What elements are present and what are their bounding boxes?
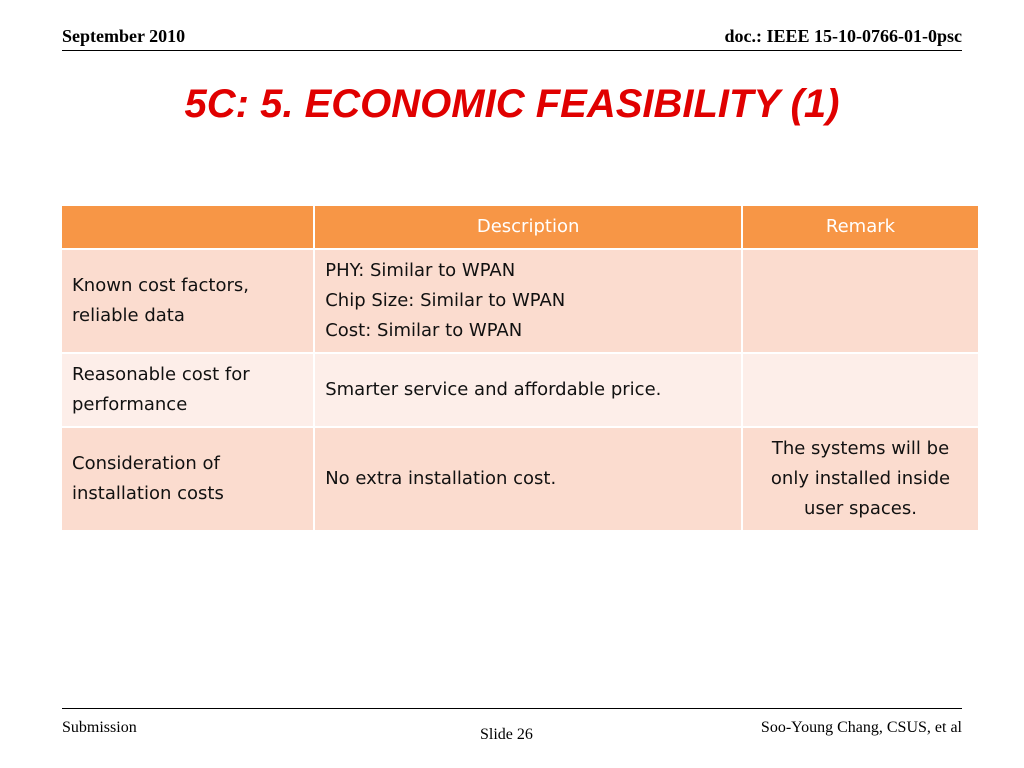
table-header-row: Description Remark <box>59 204 980 250</box>
description-line: Cost: Similar to WPAN <box>325 320 523 341</box>
criterion-line: reliable data <box>72 305 185 326</box>
criterion-line: Consideration of <box>72 453 220 474</box>
footer-authors: Soo-Young Chang, CSUS, et al <box>760 719 962 736</box>
remark-line: The systems will be <box>771 438 950 459</box>
footer-divider <box>62 708 962 709</box>
column-header-description: Description <box>313 204 743 250</box>
description-line: Smarter service and affordable price. <box>325 379 662 400</box>
table-row: Known cost factors, reliable data PHY: S… <box>59 248 980 354</box>
description-cell: No extra installation cost. <box>313 426 743 532</box>
column-header-criterion <box>59 204 316 250</box>
footer-slide-number: Slide 26 <box>480 726 533 743</box>
header-doc-id: doc.: IEEE 15-10-0766-01-0psc <box>724 26 963 46</box>
criterion-line: Known cost factors, <box>72 275 249 296</box>
feasibility-table: Description Remark Known cost factors, r… <box>59 204 980 532</box>
description-cell: PHY: Similar to WPAN Chip Size: Similar … <box>313 248 743 354</box>
header-divider <box>62 50 962 51</box>
criterion-line: Reasonable cost for <box>72 364 250 385</box>
description-line: PHY: Similar to WPAN <box>325 260 516 281</box>
remark-cell: The systems will be only installed insid… <box>741 426 980 532</box>
criterion-cell: Reasonable cost for performance <box>59 352 316 428</box>
remark-line: user spaces. <box>804 498 917 519</box>
description-line: No extra installation cost. <box>325 468 557 489</box>
table-row: Reasonable cost for performance Smarter … <box>59 352 980 428</box>
slide-title: 5C: 5. ECONOMIC FEASIBILITY (1) <box>184 82 840 126</box>
criterion-cell: Known cost factors, reliable data <box>59 248 316 354</box>
footer-submission: Submission <box>62 719 137 736</box>
description-cell: Smarter service and affordable price. <box>313 352 743 428</box>
header-date: September 2010 <box>62 26 186 46</box>
remark-cell <box>741 248 980 354</box>
table-row: Consideration of installation costs No e… <box>59 426 980 532</box>
column-header-remark: Remark <box>741 204 980 250</box>
remark-cell <box>741 352 980 428</box>
criterion-cell: Consideration of installation costs <box>59 426 316 532</box>
remark-line: only installed inside <box>770 468 951 489</box>
criterion-line: performance <box>72 394 188 415</box>
criterion-line: installation costs <box>72 483 224 504</box>
description-line: Chip Size: Similar to WPAN <box>325 290 566 311</box>
